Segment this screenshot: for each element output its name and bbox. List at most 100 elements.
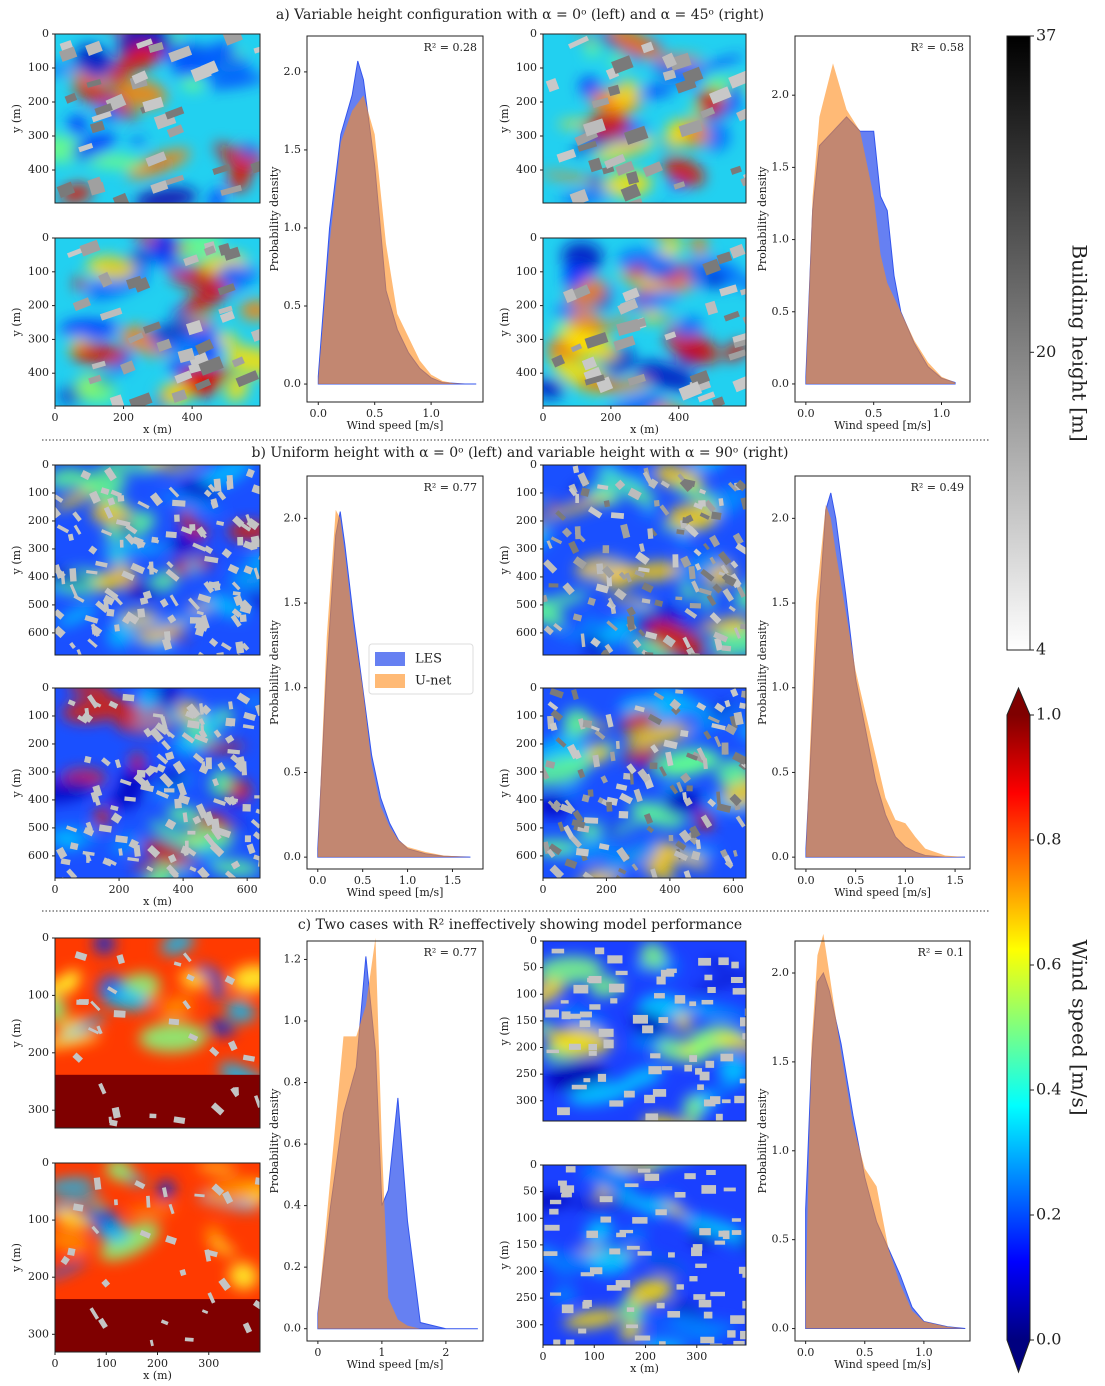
y-tick-label: 600 bbox=[516, 626, 537, 639]
building bbox=[159, 772, 174, 788]
building bbox=[230, 614, 242, 628]
building bbox=[736, 586, 746, 598]
building bbox=[594, 730, 606, 740]
building bbox=[89, 181, 106, 196]
building bbox=[684, 608, 698, 619]
building bbox=[716, 803, 732, 813]
building bbox=[596, 563, 604, 575]
building bbox=[90, 791, 98, 803]
building bbox=[187, 830, 196, 835]
building bbox=[544, 1224, 560, 1231]
building bbox=[180, 845, 191, 856]
building bbox=[56, 181, 76, 199]
y-tick-label: 1.0 bbox=[284, 221, 302, 234]
building bbox=[732, 332, 746, 343]
field-blob bbox=[611, 806, 666, 837]
field-blob bbox=[67, 114, 87, 137]
building bbox=[674, 995, 686, 1004]
building bbox=[232, 515, 245, 528]
building bbox=[218, 305, 233, 315]
building bbox=[562, 582, 575, 596]
building bbox=[114, 624, 120, 632]
building bbox=[546, 1049, 560, 1054]
building bbox=[702, 758, 708, 770]
y-tick-label: 200 bbox=[516, 514, 537, 527]
building bbox=[231, 356, 245, 368]
x-tick-label: 0 bbox=[314, 1346, 321, 1359]
field-blobs bbox=[55, 34, 260, 203]
building bbox=[704, 499, 716, 513]
building bbox=[188, 352, 209, 368]
building bbox=[98, 271, 113, 288]
building bbox=[710, 1096, 721, 1105]
y-tick-label: 2.0 bbox=[284, 65, 302, 78]
building bbox=[230, 860, 241, 870]
building bbox=[187, 1033, 199, 1042]
building bbox=[619, 1229, 634, 1234]
field-blob bbox=[98, 1221, 130, 1244]
building bbox=[733, 711, 744, 726]
building bbox=[735, 479, 746, 492]
building bbox=[711, 396, 726, 406]
building bbox=[228, 1040, 238, 1052]
building bbox=[587, 506, 603, 519]
building bbox=[731, 1218, 741, 1222]
building bbox=[195, 651, 207, 655]
y-tick-label: 150 bbox=[516, 1238, 537, 1251]
building bbox=[212, 778, 220, 787]
building bbox=[691, 1247, 702, 1257]
building bbox=[577, 768, 586, 779]
building bbox=[609, 751, 616, 762]
y-axis-label: y (m) bbox=[10, 104, 23, 134]
building bbox=[72, 297, 92, 312]
colorbar-tick-label: 0.6 bbox=[1036, 955, 1061, 974]
building bbox=[730, 1315, 745, 1324]
y-tick-label: 100 bbox=[516, 265, 537, 278]
building bbox=[733, 1340, 745, 1345]
building bbox=[555, 510, 567, 521]
field-blob bbox=[228, 560, 260, 592]
building bbox=[156, 338, 172, 352]
field-blob bbox=[239, 300, 260, 321]
building bbox=[607, 597, 615, 608]
x-axis-label: x (m) bbox=[630, 1362, 659, 1375]
building bbox=[699, 1228, 711, 1236]
building bbox=[213, 798, 226, 806]
building bbox=[722, 588, 735, 602]
building bbox=[172, 499, 186, 507]
field-blob bbox=[594, 469, 655, 499]
building bbox=[87, 638, 98, 649]
building bbox=[729, 793, 742, 807]
building bbox=[701, 999, 714, 1005]
building bbox=[136, 769, 146, 778]
building bbox=[626, 606, 636, 617]
field-blob bbox=[580, 1165, 636, 1193]
y-axis-label: y (m) bbox=[498, 104, 511, 134]
building bbox=[690, 827, 695, 838]
field-blob bbox=[157, 493, 222, 514]
building bbox=[213, 580, 221, 591]
building bbox=[616, 1232, 627, 1238]
building bbox=[549, 688, 564, 699]
building bbox=[88, 545, 98, 555]
building bbox=[64, 92, 78, 104]
wind-field bbox=[543, 238, 746, 406]
field-blob bbox=[665, 328, 719, 365]
building bbox=[173, 961, 182, 967]
building bbox=[557, 1180, 567, 1186]
building bbox=[704, 974, 713, 981]
building bbox=[194, 627, 205, 637]
building bbox=[101, 757, 111, 767]
building bbox=[55, 507, 62, 519]
building bbox=[673, 850, 689, 862]
building bbox=[84, 707, 90, 719]
field-blob bbox=[662, 157, 705, 187]
field-blob bbox=[56, 1015, 106, 1042]
building bbox=[172, 760, 186, 775]
building bbox=[700, 1336, 715, 1344]
building bbox=[698, 957, 712, 966]
field-blob bbox=[624, 723, 690, 748]
building bbox=[682, 792, 688, 801]
building bbox=[545, 760, 556, 769]
